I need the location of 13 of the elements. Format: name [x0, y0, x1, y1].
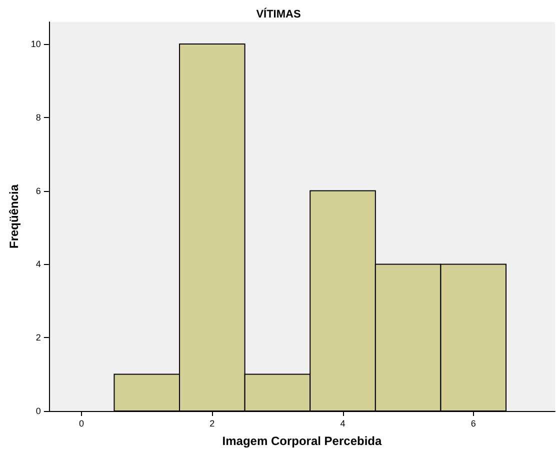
y-tick-label: 2 [36, 332, 41, 343]
y-tick-label: 0 [36, 406, 41, 416]
y-tick-label: 4 [36, 259, 41, 270]
x-tick-label: 4 [340, 418, 346, 428]
y-axis-title: Freqüência [7, 184, 21, 249]
y-tick-label: 8 [36, 112, 41, 122]
y-tick-label: 6 [36, 186, 41, 196]
x-axis-title: Imagem Corporal Percebida [222, 434, 382, 448]
x-tick-label: 0 [79, 418, 84, 428]
chart-title: VÍTIMAS [256, 8, 301, 20]
y-tick-label: 10 [30, 39, 41, 50]
x-tick-label: 6 [470, 418, 476, 428]
x-tick-label: 2 [210, 418, 215, 428]
